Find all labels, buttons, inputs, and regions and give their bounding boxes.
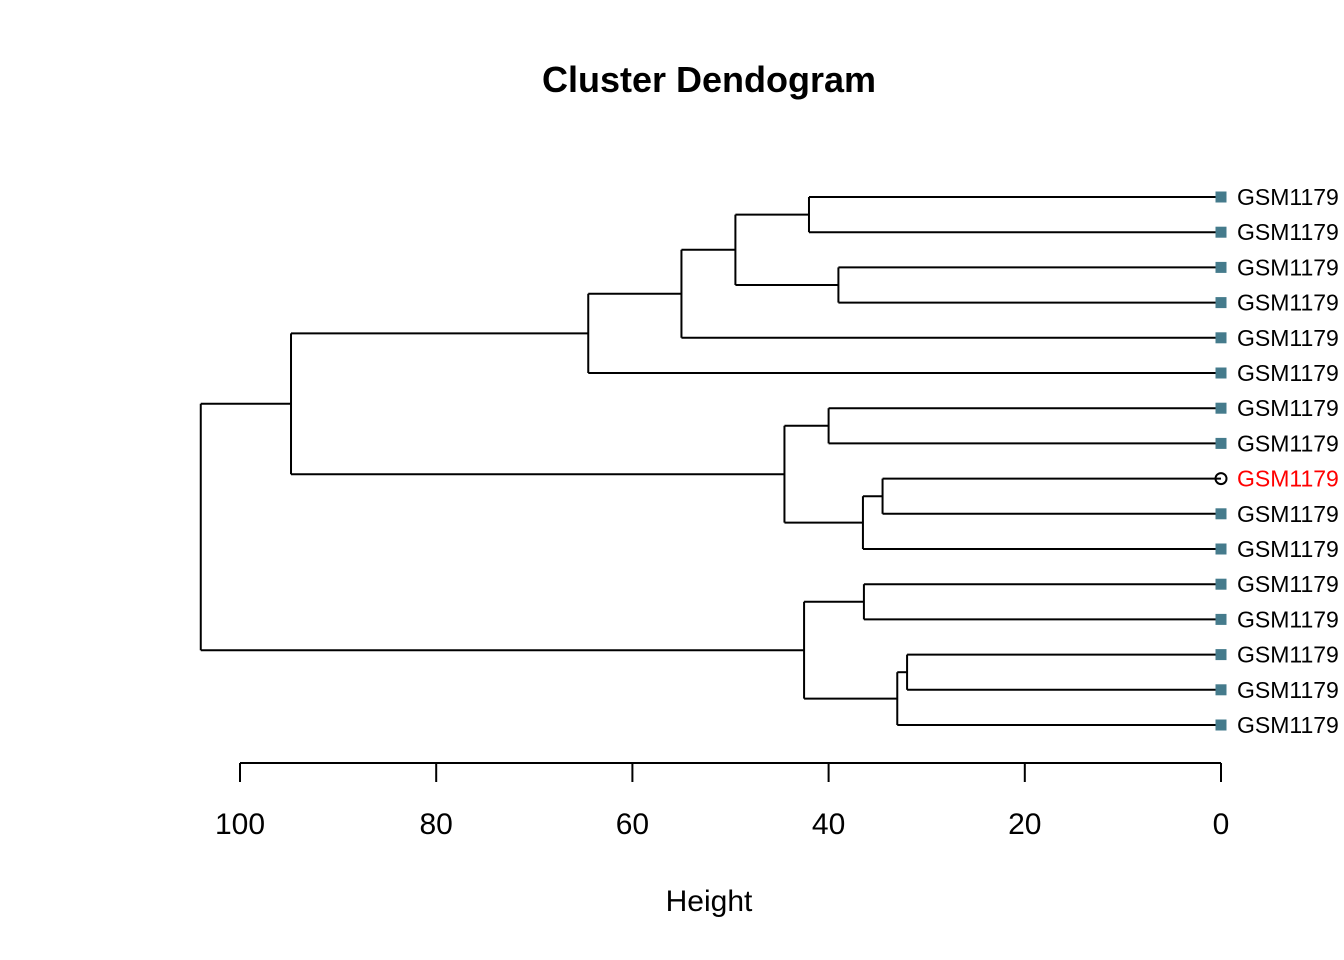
leaf-marker-square [1215, 367, 1227, 379]
leaf-marker-square [1215, 543, 1227, 555]
x-axis-title: Height [666, 885, 753, 918]
leaf-label: GSM1179 [1237, 325, 1339, 351]
leaf-marker-square [1215, 332, 1227, 344]
leaf-marker-square [1215, 578, 1227, 590]
x-tick-label: 20 [1008, 808, 1041, 841]
leaf-marker-square [1215, 261, 1227, 273]
dendrogram-tree [199, 196, 1221, 726]
leaf-label: GSM1179 [1237, 466, 1339, 492]
leaf-marker-square [1215, 613, 1227, 625]
leaf-label: GSM1179 [1237, 501, 1339, 527]
height-axis: 100 80 60 40 20 0 [215, 762, 1230, 841]
leaf-label: GSM1179 [1237, 430, 1339, 456]
x-tick-label: 80 [420, 808, 453, 841]
leaf-marker-square [1215, 508, 1227, 520]
x-tick-label: 0 [1213, 808, 1230, 841]
leaf-label: GSM1179 [1237, 606, 1339, 632]
leaf-marker-square [1215, 297, 1227, 309]
leaf-label: GSM1179 [1237, 677, 1339, 703]
leaf-marker-circle [1214, 472, 1228, 486]
leaf-marker-square [1215, 649, 1227, 661]
leaf-label: GSM1179 [1237, 712, 1339, 738]
chart-title: Cluster Dendogram [542, 59, 876, 100]
leaf-label: GSM1179 [1237, 360, 1339, 386]
leaf-labels: GSM1179 GSM1179 GSM1179 GSM1179 GSM1179 GSM11… [1214, 184, 1339, 738]
leaf-marker-square [1215, 719, 1227, 731]
leaf-label: GSM1179 [1237, 254, 1339, 280]
leaf-label: GSM1179 [1237, 290, 1339, 316]
leaf-label: GSM1179 [1237, 642, 1339, 668]
leaf-label: GSM1179 [1237, 395, 1339, 421]
leaf-label: GSM1179 [1237, 536, 1339, 562]
x-tick-label: 40 [812, 808, 845, 841]
leaf-marker-square [1215, 402, 1227, 414]
leaf-marker-square [1215, 226, 1227, 238]
leaf-marker-square [1215, 191, 1227, 203]
leaf-label: GSM1179 [1237, 184, 1339, 210]
leaf-label: GSM1179 [1237, 571, 1339, 597]
leaf-marker-square [1215, 437, 1227, 449]
x-tick-label: 100 [215, 808, 265, 841]
leaf-label: GSM1179 [1237, 219, 1339, 245]
leaf-marker-square [1215, 684, 1227, 696]
x-tick-label: 60 [616, 808, 649, 841]
